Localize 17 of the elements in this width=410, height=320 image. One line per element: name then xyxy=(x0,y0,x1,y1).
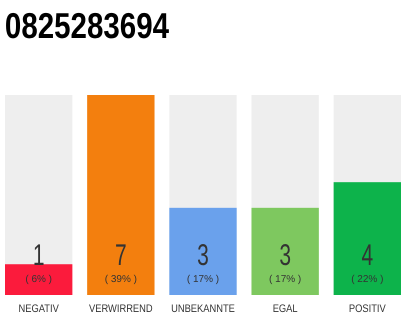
data-label: ( 39% ) xyxy=(104,274,137,285)
data-label: ( 17% ) xyxy=(269,274,302,285)
annotation: 1 xyxy=(32,240,45,272)
data-label: ( 17% ) xyxy=(186,274,220,285)
annotation: 7 xyxy=(115,240,127,272)
annotation: 4 xyxy=(361,240,374,272)
annotation: 3 xyxy=(279,240,291,272)
chart-title: 0825283694 xyxy=(4,5,170,46)
x-tick-label: VERWIRREND xyxy=(89,303,153,316)
data-label: ( 22% ) xyxy=(351,274,384,285)
x-tick-label: POSITIV xyxy=(348,303,386,316)
x-tick-label: EGAL xyxy=(272,303,298,316)
bar xyxy=(5,264,72,295)
x-tick-label: UNBEKANNTE xyxy=(171,303,236,316)
annotation: 3 xyxy=(197,240,209,272)
x-tick-label: NEGATIV xyxy=(18,303,59,316)
data-label: ( 6% ) xyxy=(25,274,52,285)
